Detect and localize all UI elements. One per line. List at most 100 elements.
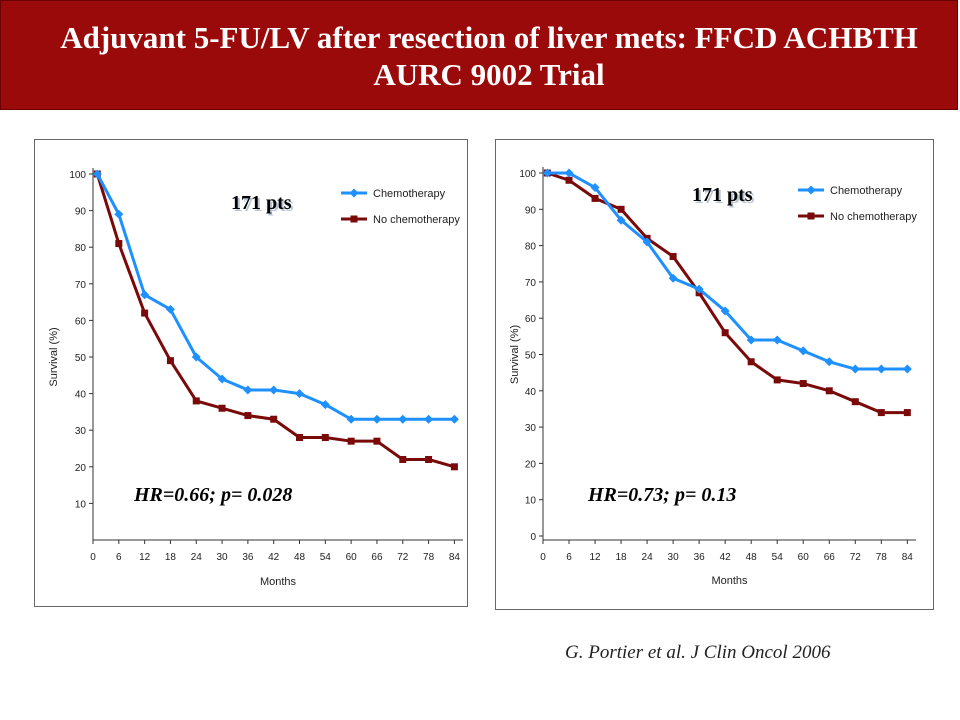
x-axis-label: Months <box>260 576 297 588</box>
x-tick-label: 12 <box>589 552 601 563</box>
x-tick-label: 72 <box>850 552 862 563</box>
x-tick-label: 78 <box>423 552 435 563</box>
chemotherapy-point <box>694 284 704 294</box>
no-chemotherapy-point <box>669 252 677 260</box>
no-chemotherapy-point <box>747 358 755 366</box>
no-chemotherapy-point <box>903 409 911 417</box>
hazard-ratio-left: HR=0.66; p= 0.028 <box>134 484 293 506</box>
chemotherapy-point <box>542 168 552 178</box>
chemotherapy-point <box>424 414 434 424</box>
x-axis-label: Months <box>711 575 748 587</box>
legend-no-chemotherapy-marker <box>350 215 358 223</box>
x-tick-label: 30 <box>668 552 680 563</box>
y-tick-label: 70 <box>525 278 537 289</box>
y-tick-label: 100 <box>519 169 536 180</box>
no-chemotherapy-point <box>565 176 573 184</box>
y-tick-label: 100 <box>69 170 86 181</box>
chemotherapy-point <box>746 335 756 345</box>
legend-chemotherapy-marker <box>806 185 816 195</box>
y-tick-label: 50 <box>525 351 537 362</box>
no-chemotherapy-point <box>218 404 226 412</box>
y-tick-label: 20 <box>75 463 87 474</box>
x-tick-label: 54 <box>772 552 784 563</box>
chemotherapy-point <box>824 357 834 367</box>
chemotherapy-point <box>449 414 459 424</box>
no-chemotherapy-point <box>617 205 625 213</box>
chemotherapy-point <box>616 215 626 225</box>
y-tick-label: 0 <box>530 532 536 543</box>
chemotherapy-point <box>140 290 150 300</box>
chemotherapy-point <box>243 385 253 395</box>
patients-label-right: 171 pts <box>692 184 753 206</box>
no-chemotherapy-point <box>141 309 149 317</box>
x-tick-label: 0 <box>540 552 546 563</box>
y-tick-label: 80 <box>75 243 87 254</box>
chemotherapy-point <box>876 364 886 374</box>
x-tick-label: 48 <box>294 552 306 563</box>
chemotherapy-point <box>564 168 574 178</box>
x-tick-label: 66 <box>371 552 383 563</box>
no-chemotherapy-point <box>591 194 599 202</box>
no-chemotherapy-point <box>373 437 381 445</box>
no-chemotherapy-point <box>270 415 278 423</box>
x-tick-label: 72 <box>397 552 409 563</box>
y-tick-label: 90 <box>525 205 537 216</box>
no-chemotherapy-point <box>347 437 355 445</box>
y-tick-label: 40 <box>75 390 87 401</box>
y-axis-label: Survival (%) <box>509 325 521 384</box>
y-tick-label: 50 <box>75 353 87 364</box>
chemotherapy-point <box>92 169 102 179</box>
no-chemotherapy-point <box>851 398 859 406</box>
no-chemotherapy-point <box>399 455 407 463</box>
x-tick-label: 42 <box>268 552 280 563</box>
y-tick-label: 30 <box>525 423 537 434</box>
x-tick-label: 60 <box>346 552 358 563</box>
y-tick-label: 80 <box>525 242 537 253</box>
chemotherapy-point <box>642 237 652 247</box>
y-axis-label: Survival (%) <box>48 327 60 386</box>
chemotherapy-point <box>191 352 201 362</box>
survival-chart-left: 10 20 30 40 50 60 70 80 90 100 0 6 12 18 24 30 36 42 48 54 6… <box>48 168 463 588</box>
x-tick-label: 18 <box>616 552 628 563</box>
chemotherapy-point <box>720 306 730 316</box>
chemotherapy-point <box>590 183 600 193</box>
no-chemotherapy-point <box>425 455 433 463</box>
y-tick-label: 20 <box>525 459 537 470</box>
x-tick-label: 6 <box>566 552 572 563</box>
x-tick-label: 12 <box>139 552 151 563</box>
chemotherapy-point <box>295 389 305 399</box>
no-chemotherapy-point <box>773 376 781 384</box>
x-tick-label: 6 <box>116 552 122 563</box>
x-tick-label: 48 <box>746 552 758 563</box>
y-tick-label: 70 <box>75 280 87 291</box>
x-tick-label: 36 <box>242 552 254 563</box>
x-tick-label: 54 <box>320 552 332 563</box>
chemotherapy-point <box>668 273 678 283</box>
legend-chemotherapy-marker <box>349 188 359 198</box>
hazard-ratio-right: HR=0.73; p= 0.13 <box>588 484 737 506</box>
chemotherapy-point <box>165 304 175 314</box>
chemotherapy-point <box>346 414 356 424</box>
citation: G. Portier et al. J Clin Oncol 2006 <box>565 642 831 663</box>
x-tick-label: 30 <box>217 552 229 563</box>
title-bar: Adjuvant 5-FU/LV after resection of live… <box>0 0 958 110</box>
x-tick-label: 0 <box>90 552 96 563</box>
y-tick-label: 10 <box>525 496 537 507</box>
legend-chemotherapy-label: Chemotherapy <box>830 185 903 197</box>
chemotherapy-point <box>320 400 330 410</box>
legend-no-chemotherapy-marker <box>807 212 815 220</box>
no-chemotherapy-point <box>799 380 807 388</box>
y-tick-label: 60 <box>525 314 537 325</box>
chemotherapy-point <box>850 364 860 374</box>
y-tick-label: 40 <box>525 387 537 398</box>
chemotherapy-point <box>217 374 227 384</box>
slide-title: Adjuvant 5-FU/LV after resection of live… <box>60 20 918 92</box>
legend-no-chemotherapy-label: No chemotherapy <box>373 214 460 226</box>
survival-chart-right: 0 10 20 30 40 50 60 70 80 90 100 0 6 12 18 24 30 36 42 48 54… <box>509 167 917 587</box>
chemotherapy-point <box>798 346 808 356</box>
x-tick-label: 60 <box>798 552 810 563</box>
no-chemotherapy-point <box>877 409 885 417</box>
no-chemotherapy-point <box>321 434 329 442</box>
x-tick-label: 78 <box>876 552 888 563</box>
no-chemotherapy-point <box>450 463 458 471</box>
